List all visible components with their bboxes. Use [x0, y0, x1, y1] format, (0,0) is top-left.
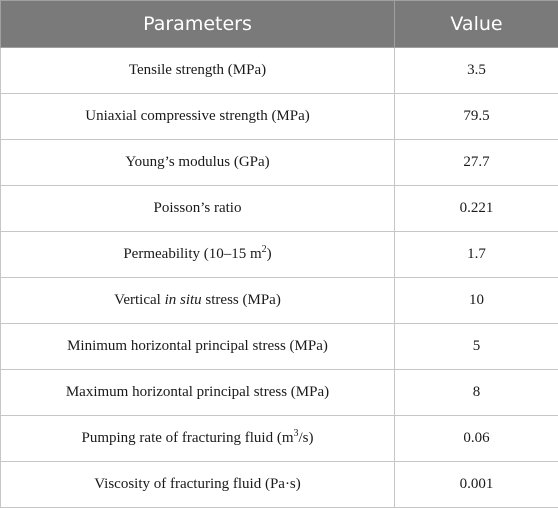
- parameter-text-tail: /s): [299, 430, 314, 446]
- table-header-row: Parameters Value: [1, 1, 558, 48]
- parameter-cell: Poisson’s ratio: [1, 186, 395, 232]
- table-row: Minimum horizontal principal stress (MPa…: [1, 324, 558, 370]
- parameter-text-tail: ): [267, 246, 272, 262]
- parameter-cell: Young’s modulus (GPa): [1, 140, 395, 186]
- parameter-cell: Maximum horizontal principal stress (MPa…: [1, 370, 395, 416]
- parameter-text-tail: stress (MPa): [202, 292, 281, 308]
- header-value: Value: [395, 1, 558, 48]
- table-row: Pumping rate of fracturing fluid (m3/s) …: [1, 416, 558, 462]
- table-row: Young’s modulus (GPa) 27.7: [1, 140, 558, 186]
- table-row: Permeability (10–15 m2) 1.7: [1, 232, 558, 278]
- header-parameters: Parameters: [1, 1, 395, 48]
- parameter-text: Permeability (10–15 m: [123, 246, 261, 262]
- parameter-text: Pumping rate of fracturing fluid (m: [81, 430, 293, 446]
- value-cell: 0.001: [395, 462, 558, 508]
- parameter-cell: Vertical in situ stress (MPa): [1, 278, 395, 324]
- parameter-cell: Permeability (10–15 m2): [1, 232, 395, 278]
- table-row: Uniaxial compressive strength (MPa) 79.5: [1, 94, 558, 140]
- value-cell: 27.7: [395, 140, 558, 186]
- table-row: Poisson’s ratio 0.221: [1, 186, 558, 232]
- value-cell: 3.5: [395, 48, 558, 94]
- parameter-cell: Tensile strength (MPa): [1, 48, 395, 94]
- parameter-cell: Viscosity of fracturing fluid (Pa·s): [1, 462, 395, 508]
- table-row: Tensile strength (MPa) 3.5: [1, 48, 558, 94]
- table-row: Vertical in situ stress (MPa) 10: [1, 278, 558, 324]
- value-cell: 1.7: [395, 232, 558, 278]
- value-cell: 0.221: [395, 186, 558, 232]
- table-row: Maximum horizontal principal stress (MPa…: [1, 370, 558, 416]
- parameter-cell: Pumping rate of fracturing fluid (m3/s): [1, 416, 395, 462]
- parameter-cell: Uniaxial compressive strength (MPa): [1, 94, 395, 140]
- value-cell: 10: [395, 278, 558, 324]
- table-row: Viscosity of fracturing fluid (Pa·s) 0.0…: [1, 462, 558, 508]
- value-cell: 5: [395, 324, 558, 370]
- value-cell: 0.06: [395, 416, 558, 462]
- parameter-cell: Minimum horizontal principal stress (MPa…: [1, 324, 395, 370]
- italic-text: in situ: [165, 292, 202, 308]
- parameter-text: Vertical: [114, 292, 164, 308]
- value-cell: 8: [395, 370, 558, 416]
- value-cell: 79.5: [395, 94, 558, 140]
